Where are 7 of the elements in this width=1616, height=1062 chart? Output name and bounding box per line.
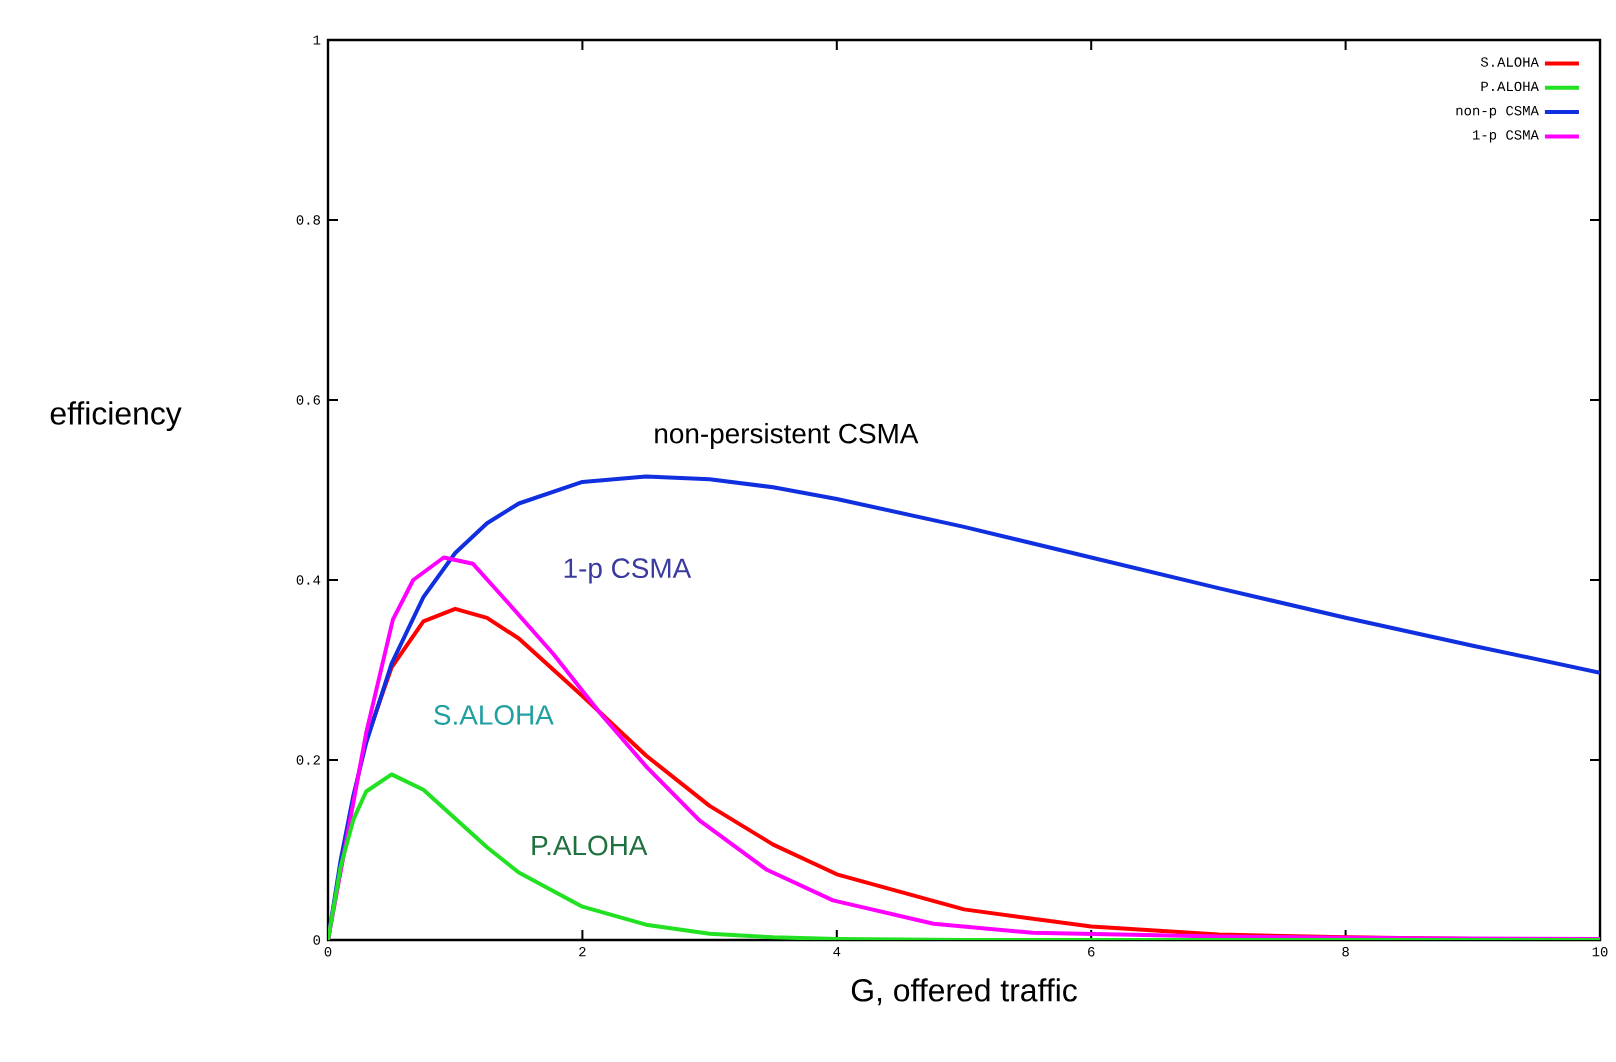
line-series (328, 555, 1601, 940)
y-axis-title: efficiency (50, 401, 182, 432)
annotation: P.ALOHA (532, 835, 648, 856)
annotation: S.ALOHA (434, 705, 554, 725)
annotation: 1-p CSMA (564, 558, 692, 584)
x-axis-title: G, offered traffic (851, 978, 1077, 1006)
annotation: non-persistent CSMA (655, 422, 919, 449)
